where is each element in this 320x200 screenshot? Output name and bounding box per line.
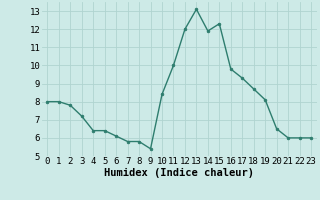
X-axis label: Humidex (Indice chaleur): Humidex (Indice chaleur): [104, 168, 254, 178]
